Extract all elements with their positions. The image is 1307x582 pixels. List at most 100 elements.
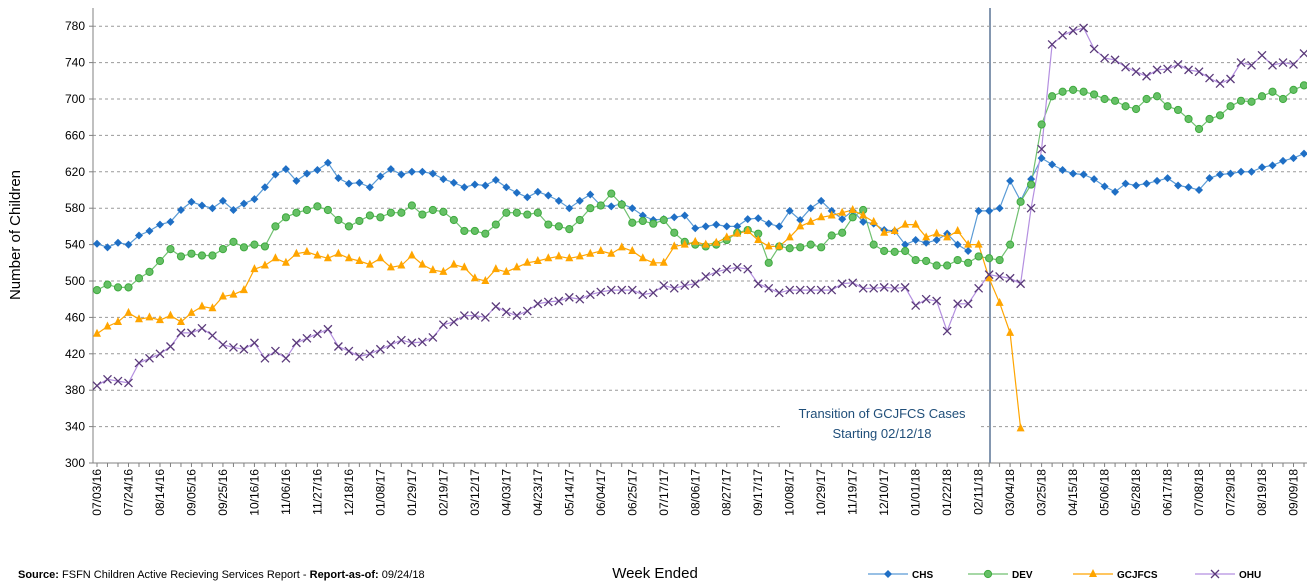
x-tick-label: 07/08/18 [1192, 469, 1206, 516]
marker [1268, 161, 1277, 170]
marker [302, 205, 312, 215]
marker [334, 215, 343, 225]
x-tick-label: 02/19/17 [436, 469, 450, 516]
marker [218, 196, 227, 205]
x-tick-label: 07/17/17 [657, 469, 671, 516]
marker [1247, 167, 1256, 176]
marker [260, 353, 270, 363]
source-text: FSFN Children Active Recieving Services … [62, 569, 307, 581]
marker [774, 288, 784, 298]
marker [376, 253, 385, 262]
marker [1289, 85, 1298, 95]
marker [228, 342, 238, 352]
marker [922, 256, 931, 266]
marker [564, 292, 574, 302]
marker [1142, 71, 1152, 81]
marker [669, 283, 679, 293]
marker [586, 190, 595, 199]
x-tick-label: 06/04/17 [594, 469, 608, 516]
marker [533, 299, 543, 309]
marker [974, 252, 983, 261]
marker [386, 340, 396, 350]
x-tick-label: 03/25/18 [1035, 469, 1049, 516]
marker [983, 569, 993, 579]
marker [754, 235, 763, 244]
marker [397, 208, 406, 217]
x-tick-label: 07/29/18 [1224, 469, 1238, 516]
marker [754, 214, 763, 223]
marker [396, 335, 406, 345]
marker [92, 286, 102, 295]
marker [890, 225, 899, 234]
marker [1100, 94, 1109, 104]
marker [229, 237, 238, 246]
marker [281, 353, 291, 363]
marker [302, 169, 311, 178]
x-tick-label: 09/25/16 [216, 469, 230, 516]
marker [260, 242, 270, 251]
marker [218, 291, 227, 300]
marker [113, 238, 122, 247]
marker [586, 204, 595, 213]
marker [502, 208, 511, 217]
marker [733, 228, 742, 237]
marker [690, 279, 700, 289]
marker [523, 257, 532, 266]
marker [1026, 203, 1036, 213]
marker [449, 215, 458, 225]
marker [1047, 39, 1057, 49]
x-tick-label: 01/08/17 [373, 469, 387, 516]
marker [1278, 58, 1288, 68]
x-tick-label: 08/19/18 [1255, 469, 1269, 516]
marker [397, 260, 406, 269]
marker [312, 329, 322, 339]
marker [207, 331, 217, 341]
marker [333, 342, 343, 351]
marker [543, 297, 553, 307]
legend-label: DEV [1012, 570, 1033, 581]
marker [722, 264, 732, 274]
marker [533, 208, 542, 217]
marker [1153, 176, 1162, 185]
marker [1006, 240, 1015, 249]
marker [124, 240, 133, 249]
marker [775, 241, 784, 250]
marker [880, 227, 889, 236]
marker [418, 259, 427, 268]
marker [848, 278, 858, 288]
x-tick-label: 12/10/17 [877, 469, 891, 516]
marker [628, 218, 637, 227]
marker [313, 250, 322, 259]
marker [953, 255, 962, 265]
marker [187, 328, 196, 338]
x-tick-label: 06/17/18 [1161, 469, 1175, 516]
x-tick-label: 09/09/18 [1287, 469, 1301, 516]
marker [449, 317, 459, 327]
marker [785, 232, 794, 241]
series-line [96, 153, 1305, 252]
marker [1152, 65, 1162, 75]
marker [208, 303, 217, 312]
marker [722, 232, 731, 241]
marker [428, 169, 437, 178]
marker [638, 216, 647, 226]
marker [932, 261, 941, 270]
marker [512, 208, 521, 217]
marker [113, 316, 122, 325]
marker [355, 216, 364, 226]
marker [166, 217, 175, 226]
marker [607, 248, 616, 257]
marker [313, 165, 322, 174]
marker [187, 307, 196, 316]
x-tick-label: 11/19/17 [846, 469, 860, 515]
marker [1163, 64, 1173, 74]
x-axis-label: Week Ended [612, 565, 698, 582]
marker [816, 285, 826, 295]
marker [743, 225, 752, 234]
marker [712, 237, 721, 246]
marker [1173, 59, 1183, 69]
marker [953, 299, 963, 309]
marker [1089, 569, 1097, 577]
marker [827, 210, 836, 219]
y-axis-label: Number of Children [7, 170, 24, 300]
